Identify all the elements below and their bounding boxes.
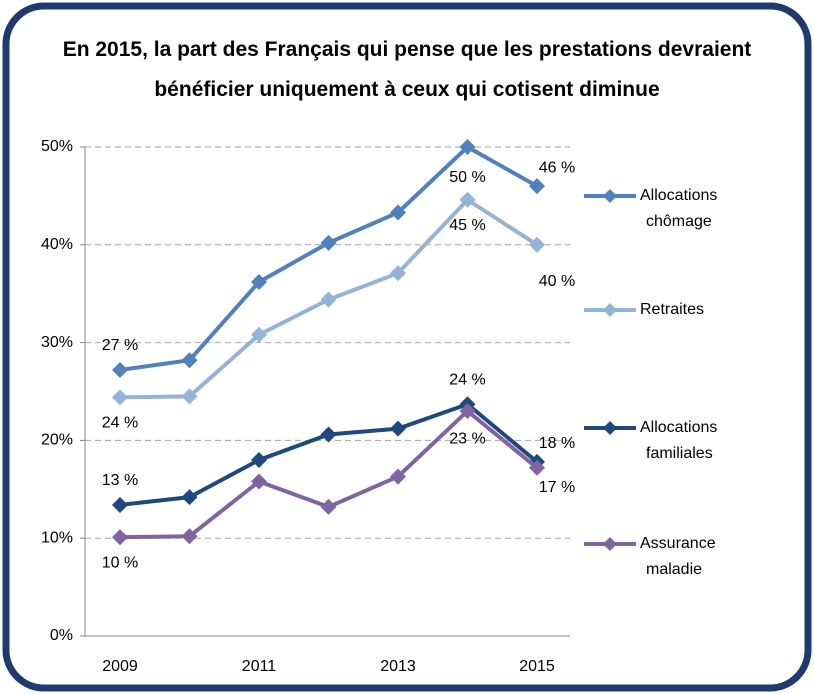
point [390, 468, 406, 485]
y-tick-label: 30% [41, 334, 73, 351]
x-tick-label: 2015 [519, 658, 555, 675]
legend-label: Assurance maladie [640, 535, 716, 578]
legend-word: chômage [646, 213, 712, 230]
point [320, 291, 337, 308]
data-label: 10 % [102, 554, 138, 571]
point [112, 496, 128, 513]
point [112, 361, 128, 378]
legend-word: Assurance [640, 535, 716, 552]
point [390, 204, 406, 221]
data-label: 40 % [539, 273, 575, 290]
point [320, 234, 337, 251]
legend-marker [603, 421, 617, 435]
point [251, 473, 267, 490]
legend-label: Allocations chômage [640, 187, 717, 230]
point [251, 451, 267, 468]
point [459, 191, 476, 208]
data-label: 24 % [102, 415, 138, 432]
data-label: 27 % [102, 337, 138, 354]
data-label: 17 % [539, 479, 575, 496]
point [459, 403, 476, 420]
x-tick-label: 2009 [102, 658, 138, 675]
legend-marker [603, 303, 617, 317]
legend-marker [603, 189, 617, 203]
data-label: 50 % [449, 169, 485, 186]
y-tick-label: 40% [41, 236, 73, 253]
data-label: 13 % [102, 472, 138, 489]
point [251, 273, 267, 290]
legend-word: familiales [646, 445, 713, 462]
point [390, 420, 406, 437]
data-label: 46 % [539, 159, 575, 176]
x-tick-label: 2011 [242, 658, 277, 675]
point [181, 388, 198, 405]
series-line [119, 401, 539, 507]
point [320, 426, 337, 443]
y-tick-label: 20% [41, 432, 73, 449]
legend-label: Allocations familiales [640, 419, 717, 462]
point [390, 265, 406, 282]
data-label: 45 % [449, 217, 485, 234]
point [320, 498, 337, 515]
point [181, 489, 198, 506]
point [459, 139, 476, 155]
point [181, 352, 198, 369]
point [529, 178, 545, 195]
point [529, 236, 545, 253]
y-tick-label: 0% [50, 627, 73, 644]
x-tick-label: 2013 [380, 658, 416, 675]
chart-title: En 2015, la part des Français qui pense … [62, 38, 752, 101]
data-label: 24 % [449, 371, 485, 388]
point [251, 326, 267, 343]
point [181, 528, 198, 545]
point [112, 529, 128, 546]
legend-marker [603, 537, 617, 551]
y-tick-label: 10% [41, 529, 73, 546]
point [529, 459, 545, 476]
data-label: 23 % [449, 430, 485, 447]
y-tick-label: 50% [41, 138, 73, 155]
legend-word: maladie [646, 561, 702, 578]
point [112, 389, 128, 406]
legend-label: Retraites [640, 301, 704, 318]
legend-word: Allocations [640, 187, 717, 204]
data-label: 18 % [539, 435, 575, 452]
legend-word: Allocations [640, 419, 717, 436]
